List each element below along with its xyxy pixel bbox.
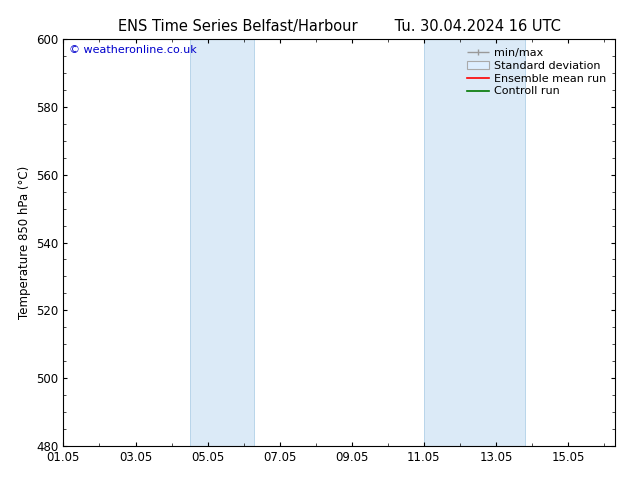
Bar	[190, 39, 254, 446]
Legend: min/max, Standard deviation, Ensemble mean run, Controll run: min/max, Standard deviation, Ensemble me…	[464, 45, 609, 100]
Title: ENS Time Series Belfast/Harbour        Tu. 30.04.2024 16 UTC: ENS Time Series Belfast/Harbour Tu. 30.0…	[118, 19, 560, 34]
Y-axis label: Temperature 850 hPa (°C): Temperature 850 hPa (°C)	[18, 166, 30, 319]
Bar	[424, 39, 525, 446]
Text: © weatheronline.co.uk: © weatheronline.co.uk	[69, 45, 197, 55]
